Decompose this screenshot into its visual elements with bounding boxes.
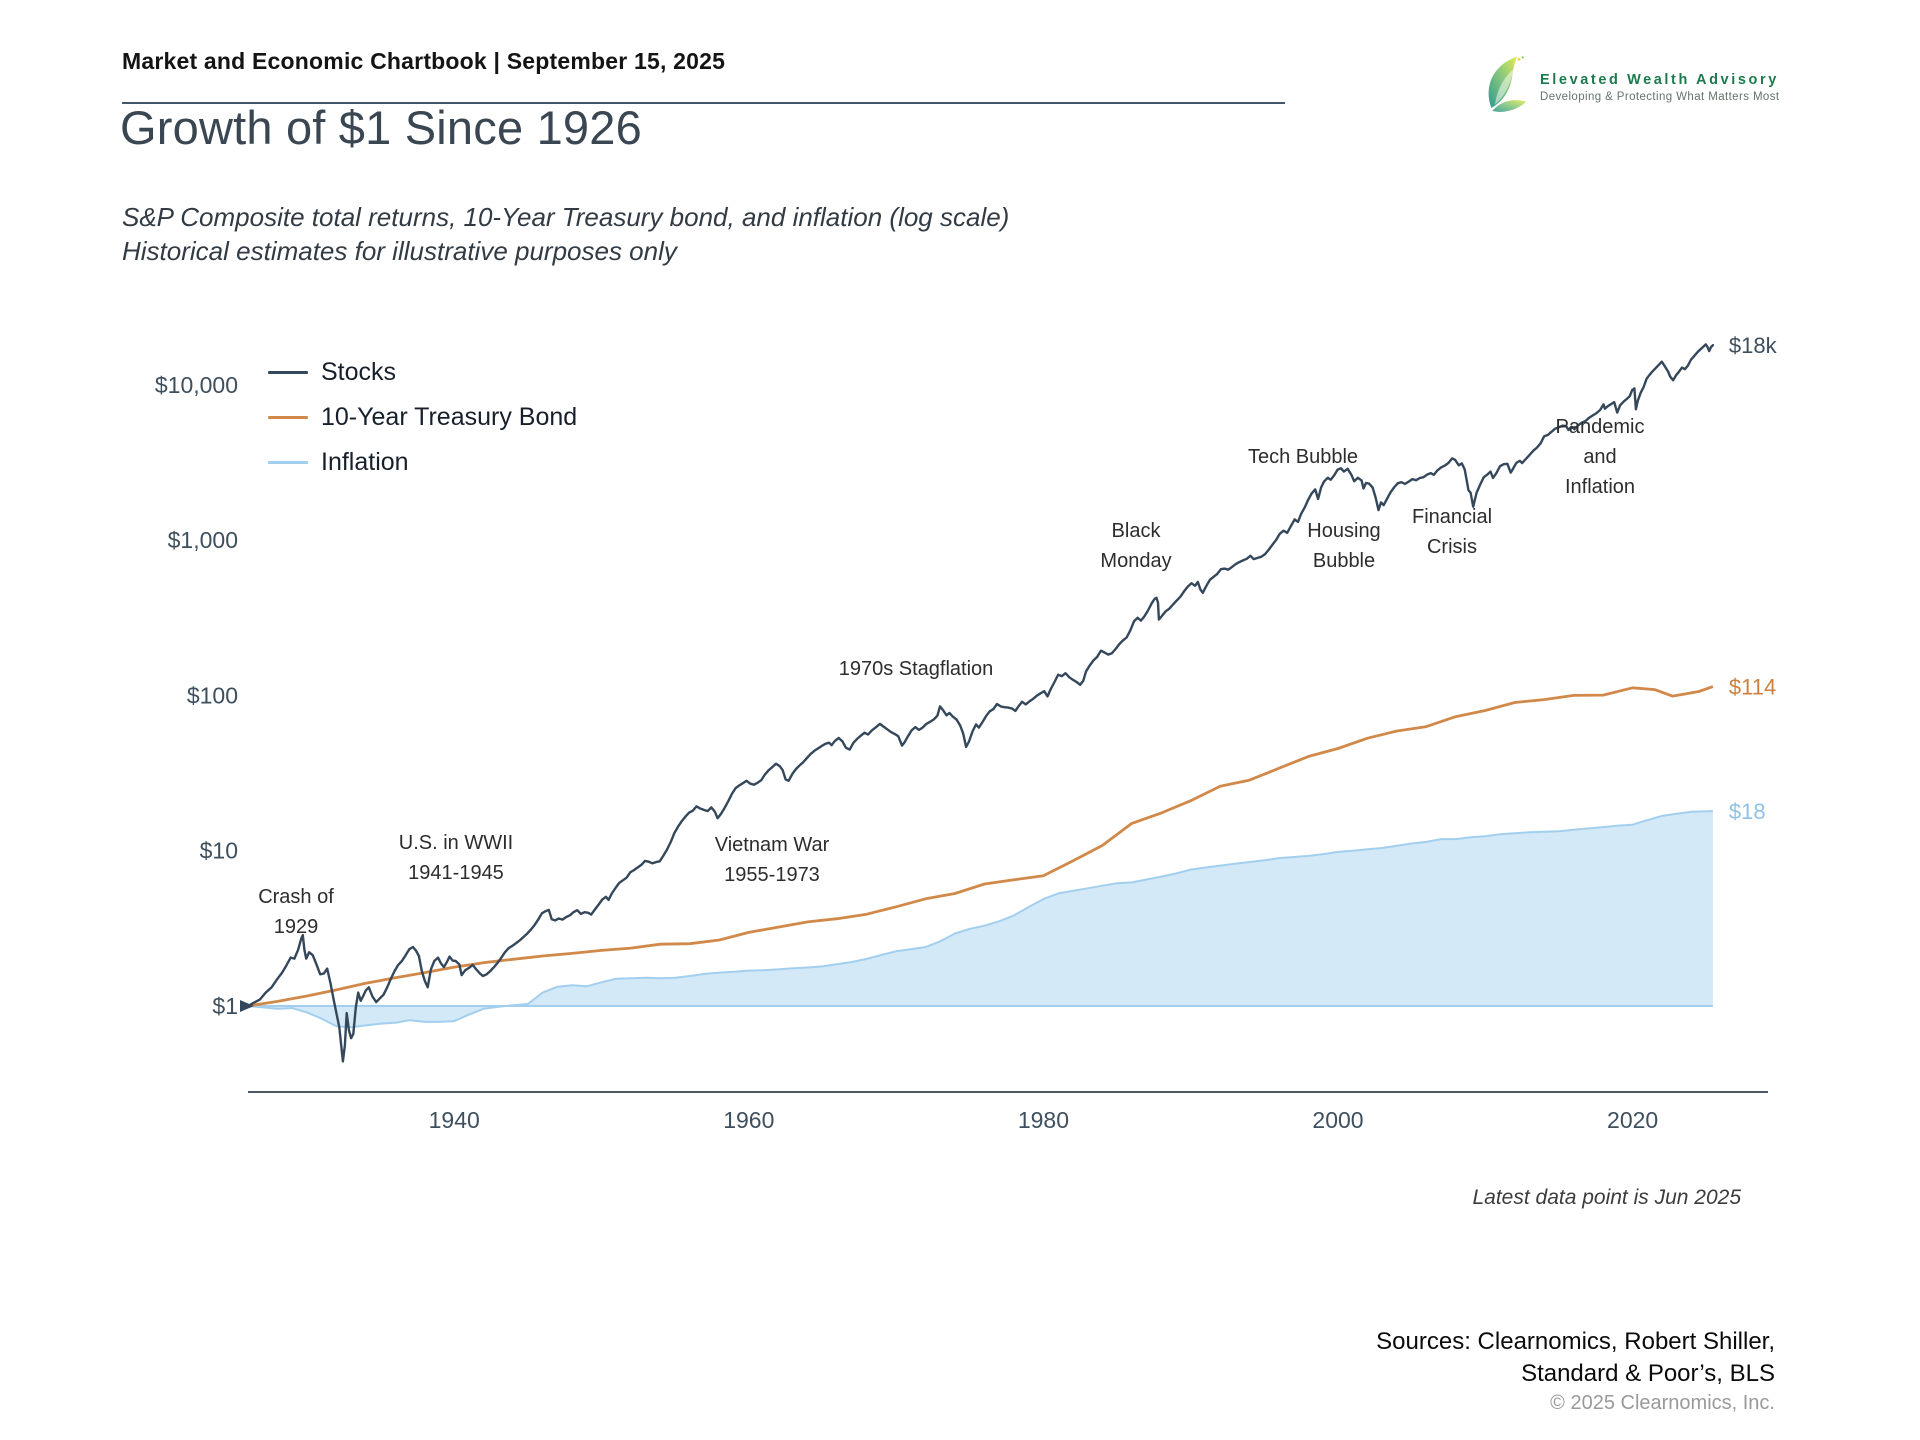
end-value-label: $114	[1729, 675, 1776, 700]
logo-tagline: Developing & Protecting What Matters Mos…	[1540, 91, 1780, 103]
x-tick-label: 1940	[429, 1107, 480, 1133]
subtitle: S&P Composite total returns, 10-Year Tre…	[122, 200, 1009, 269]
y-tick-label: $10	[200, 838, 238, 864]
x-tick-label: 1980	[1018, 1107, 1069, 1133]
logo-text: Elevated Wealth Advisory Developing & Pr…	[1540, 72, 1779, 103]
start-arrow-marker	[240, 1000, 254, 1012]
header-divider	[122, 102, 1285, 104]
legend-item-inflation: Inflation	[268, 440, 577, 485]
y-tick-label: $1,000	[168, 527, 238, 553]
y-tick-label: $1	[212, 993, 238, 1019]
logo-name: Elevated Wealth Advisory	[1540, 72, 1779, 88]
end-value-label: $18	[1729, 799, 1766, 824]
event-annotation: Financial Crisis	[1411, 506, 1493, 558]
event-annotation: Pandemic and Inflation	[1555, 416, 1645, 498]
inflation-area	[248, 811, 1713, 1028]
subtitle-line-1: S&P Composite total returns, 10-Year Tre…	[122, 202, 1010, 232]
leaf-logo-icon	[1488, 56, 1527, 112]
treasury-line-swatch	[268, 416, 308, 419]
y-tick-label: $100	[187, 682, 238, 708]
sources: Sources: Clearnomics, Robert Shiller, St…	[1376, 1326, 1775, 1390]
stocks-line	[246, 343, 1715, 1063]
treasury-line	[247, 685, 1714, 1008]
event-annotation: Housing Bubble	[1307, 520, 1381, 572]
end-value-label: $18k	[1729, 333, 1778, 358]
sources-line-1: Sources: Clearnomics, Robert Shiller,	[1376, 1328, 1775, 1355]
x-tick-label: 2000	[1312, 1107, 1363, 1133]
y-tick-label: $10,000	[155, 372, 238, 398]
legend-item-stocks: Stocks	[268, 350, 577, 395]
chart-legend: Stocks 10-Year Treasury Bond Inflation	[268, 350, 577, 485]
inflation-line	[247, 810, 1713, 1029]
copyright: © 2025 Clearnomics, Inc.	[1550, 1392, 1775, 1414]
page-title: Growth of $1 Since 1926	[120, 101, 642, 154]
subtitle-line-2: Historical estimates for illustrative pu…	[122, 236, 677, 267]
stocks-line-swatch	[268, 371, 308, 374]
x-tick-label: 2020	[1607, 1107, 1658, 1133]
event-annotation: U.S. in WWII 1941-1945	[398, 832, 514, 884]
legend-item-treasury: 10-Year Treasury Bond	[268, 395, 577, 440]
event-annotation: Vietnam War 1955-1973	[714, 834, 830, 886]
event-annotation: Tech Bubble	[1247, 446, 1359, 468]
sources-line-2: Standard & Poor’s, BLS	[1521, 1359, 1775, 1387]
event-annotation: 1970s Stagflation	[838, 658, 994, 680]
event-annotation: Crash of 1929	[258, 886, 334, 938]
latest-data-footnote: Latest data point is Jun 2025	[1472, 1186, 1741, 1209]
logo: Elevated Wealth Advisory Developing & Pr…	[1484, 54, 1779, 116]
legend-label: Inflation	[321, 448, 409, 476]
chartbook-header: Market and Economic Chartbook | Septembe…	[122, 48, 726, 74]
legend-label: Stocks	[321, 358, 397, 386]
inflation-line-swatch	[268, 461, 308, 464]
legend-label: 10-Year Treasury Bond	[321, 403, 578, 431]
event-annotation: Black Monday	[1100, 520, 1172, 572]
x-tick-label: 1960	[723, 1107, 774, 1133]
